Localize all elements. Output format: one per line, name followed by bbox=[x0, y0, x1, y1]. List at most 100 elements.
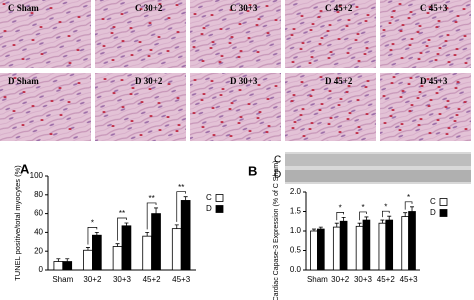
nucleus bbox=[456, 15, 460, 17]
x-tick-label: 30+2 bbox=[331, 275, 350, 284]
y-tick-label: 40 bbox=[34, 228, 43, 237]
error-bar bbox=[403, 212, 408, 217]
legend-swatch bbox=[215, 205, 224, 213]
nucleus bbox=[247, 37, 251, 39]
nucleus bbox=[292, 28, 296, 30]
nucleus bbox=[355, 132, 359, 134]
nucleus bbox=[68, 128, 72, 130]
nucleus bbox=[311, 89, 315, 91]
nucleus bbox=[329, 117, 333, 119]
nucleus bbox=[30, 12, 34, 14]
nucleus bbox=[319, 76, 323, 78]
nucleus bbox=[453, 54, 457, 56]
bar bbox=[53, 261, 64, 271]
nucleus bbox=[437, 20, 441, 22]
significance-marker: * bbox=[361, 203, 364, 212]
micrograph-label: D 30+2 bbox=[135, 76, 163, 86]
nucleus bbox=[12, 110, 16, 112]
y-tick-label: 2.0 bbox=[290, 187, 302, 196]
nucleus bbox=[58, 87, 62, 89]
legend-swatch bbox=[439, 209, 448, 217]
nucleus bbox=[290, 34, 294, 36]
y-tick-label: 1.0 bbox=[290, 226, 302, 235]
nucleus bbox=[129, 93, 133, 95]
bar bbox=[408, 211, 416, 271]
nucleus bbox=[21, 58, 25, 60]
nucleus bbox=[101, 18, 105, 20]
nucleus bbox=[401, 90, 405, 92]
significance-marker: * bbox=[91, 219, 94, 228]
bar bbox=[151, 213, 161, 271]
nucleus bbox=[301, 108, 305, 110]
nucleus bbox=[31, 39, 35, 41]
nucleus bbox=[410, 38, 414, 40]
nucleus bbox=[345, 91, 349, 93]
blot-label: C bbox=[274, 155, 281, 166]
nucleus bbox=[257, 18, 261, 20]
nucleus bbox=[131, 87, 135, 89]
nucleus bbox=[201, 60, 205, 62]
nucleus bbox=[290, 100, 294, 102]
bar bbox=[83, 249, 93, 271]
nucleus bbox=[356, 99, 360, 101]
nucleus bbox=[426, 12, 430, 14]
nucleus bbox=[77, 82, 81, 84]
nucleus bbox=[398, 3, 402, 5]
nucleus bbox=[339, 98, 343, 100]
nucleus bbox=[407, 83, 411, 85]
nucleus bbox=[175, 4, 179, 6]
nucleus bbox=[266, 32, 270, 34]
nucleus bbox=[418, 91, 422, 93]
x-tick-label: 45+3 bbox=[400, 275, 419, 284]
nucleus bbox=[365, 47, 369, 49]
error-bar bbox=[311, 228, 316, 231]
error-bar bbox=[56, 258, 61, 262]
error-bar bbox=[357, 222, 362, 227]
error-bar bbox=[85, 247, 90, 251]
nucleus bbox=[121, 106, 125, 108]
nucleus bbox=[149, 115, 153, 117]
nucleus bbox=[166, 116, 170, 118]
nucleus bbox=[13, 77, 17, 79]
nucleus bbox=[255, 24, 259, 26]
nucleus bbox=[237, 56, 241, 58]
nucleus bbox=[302, 135, 306, 137]
nucleus bbox=[391, 109, 395, 111]
nucleus bbox=[177, 124, 181, 126]
nucleus bbox=[200, 33, 204, 35]
micrograph bbox=[0, 73, 91, 141]
y-tick-label: 80 bbox=[34, 190, 43, 199]
nucleus bbox=[428, 6, 432, 8]
nucleus bbox=[419, 118, 423, 120]
nucleus bbox=[31, 105, 35, 107]
micrograph-label: C 45+2 bbox=[325, 3, 353, 13]
nucleus bbox=[437, 86, 441, 88]
nucleus bbox=[40, 119, 44, 121]
nucleus bbox=[416, 97, 420, 99]
nucleus bbox=[454, 87, 458, 89]
nucleus bbox=[356, 33, 360, 35]
x-tick-label: 45+2 bbox=[143, 275, 162, 284]
nucleus bbox=[210, 14, 214, 16]
nucleus bbox=[192, 112, 196, 114]
micrograph-label: C 45+3 bbox=[420, 3, 448, 13]
nucleus bbox=[400, 57, 404, 59]
error-bar bbox=[410, 206, 415, 212]
nucleus bbox=[364, 20, 368, 22]
nucleus bbox=[400, 123, 404, 125]
y-axis-label: Cardiac Capase-3 Expression (% of C Sham… bbox=[273, 161, 280, 300]
micrograph-label: C Sham bbox=[8, 3, 39, 13]
x-tick-label: 30+2 bbox=[83, 275, 102, 284]
nucleus bbox=[365, 113, 369, 115]
x-tick-label: 45+3 bbox=[172, 275, 191, 284]
nucleus bbox=[463, 35, 467, 37]
nucleus bbox=[300, 15, 304, 17]
micrograph bbox=[0, 0, 91, 68]
nucleus bbox=[40, 53, 44, 55]
legend-label: C bbox=[430, 197, 436, 206]
nucleus bbox=[247, 103, 251, 105]
y-tick-label: 60 bbox=[34, 209, 43, 218]
nucleus bbox=[237, 122, 241, 124]
y-tick-label: 100 bbox=[30, 171, 44, 180]
nucleus bbox=[266, 98, 270, 100]
